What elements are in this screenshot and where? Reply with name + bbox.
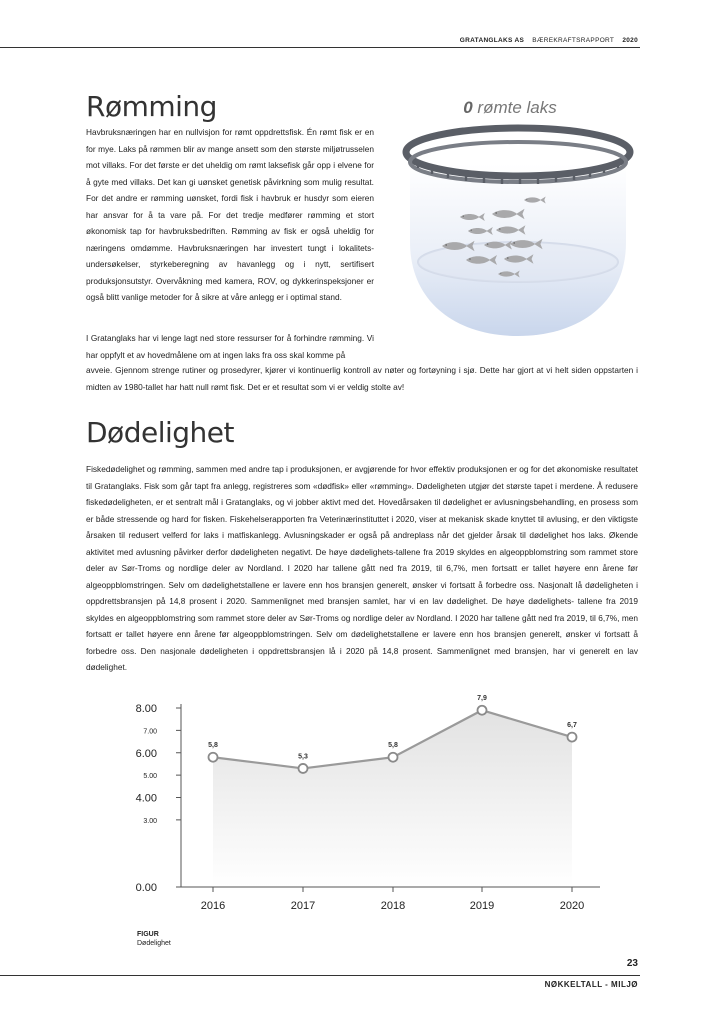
figure-title: Dødelighet xyxy=(137,940,171,947)
footer-rule xyxy=(0,975,640,976)
romming-paragraph-2: I Gratanglaks har vi lenge lagt ned stor… xyxy=(86,333,374,360)
x-tick-label: 2019 xyxy=(470,900,494,912)
figure-caption: FIGUR Dødelighet xyxy=(137,930,171,948)
mortality-line-chart: 8.00 7.00 6.00 5.00 4.00 3.00 0.00 2016 2017 2018… xyxy=(136,695,600,912)
chart-area-fill xyxy=(213,710,572,887)
y-tick-label: 4.00 xyxy=(136,793,157,805)
section-title-romming: Rømming xyxy=(86,90,217,123)
header-report: BÆREKRAFTSRAPPORT xyxy=(532,37,615,44)
x-tick-label: 2020 xyxy=(560,900,584,912)
page-number: 23 xyxy=(626,958,638,969)
kpi-label: rømte laks xyxy=(472,98,557,117)
romming-paragraph-1: Havbruksnæringen har en nullvisjon for r… xyxy=(86,127,374,302)
dodelighet-paragraph: Fiskedødelighet og rømming, sammen med a… xyxy=(86,464,638,672)
header-rule xyxy=(0,47,640,48)
data-point xyxy=(476,704,488,716)
x-tick-label: 2016 xyxy=(201,900,225,912)
running-header: GRATANGLAKS AS BÆREKRAFTSRAPPORT 2020 xyxy=(454,37,638,44)
data-label: 7,9 xyxy=(477,695,487,702)
y-tick-label: 6.00 xyxy=(136,748,157,760)
y-tick-label: 0.00 xyxy=(136,882,157,894)
y-tick-label: 3.00 xyxy=(143,818,157,825)
data-label: 5,3 xyxy=(298,753,308,760)
data-point xyxy=(566,731,578,743)
data-point xyxy=(297,763,309,774)
data-point xyxy=(387,751,399,763)
fish-cage-illustration xyxy=(402,124,634,336)
romming-paragraph-3: avveie. Gjennom strenge rutiner og prose… xyxy=(86,365,638,392)
data-label: 6,7 xyxy=(567,722,577,729)
kpi-value: 0 xyxy=(463,98,473,117)
y-tick-label: 7.00 xyxy=(143,728,157,735)
x-tick-label: 2018 xyxy=(381,900,405,912)
footer-section: NØKKELTALL - MILJØ xyxy=(544,980,638,989)
y-tick-label: 5.00 xyxy=(143,773,157,780)
x-tick-label: 2017 xyxy=(291,900,315,912)
escaped-salmon-kpi: 0 rømte laks xyxy=(430,98,590,118)
data-label: 5,8 xyxy=(388,742,398,749)
data-label: 5,8 xyxy=(208,742,218,749)
header-year: 2020 xyxy=(622,37,638,44)
section-title-dodelighet: Dødelighet xyxy=(86,416,234,449)
data-point xyxy=(207,751,219,763)
figure-label: FIGUR xyxy=(137,931,159,938)
header-company: GRATANGLAKS AS xyxy=(459,37,525,44)
y-tick-label: 8.00 xyxy=(136,703,157,715)
